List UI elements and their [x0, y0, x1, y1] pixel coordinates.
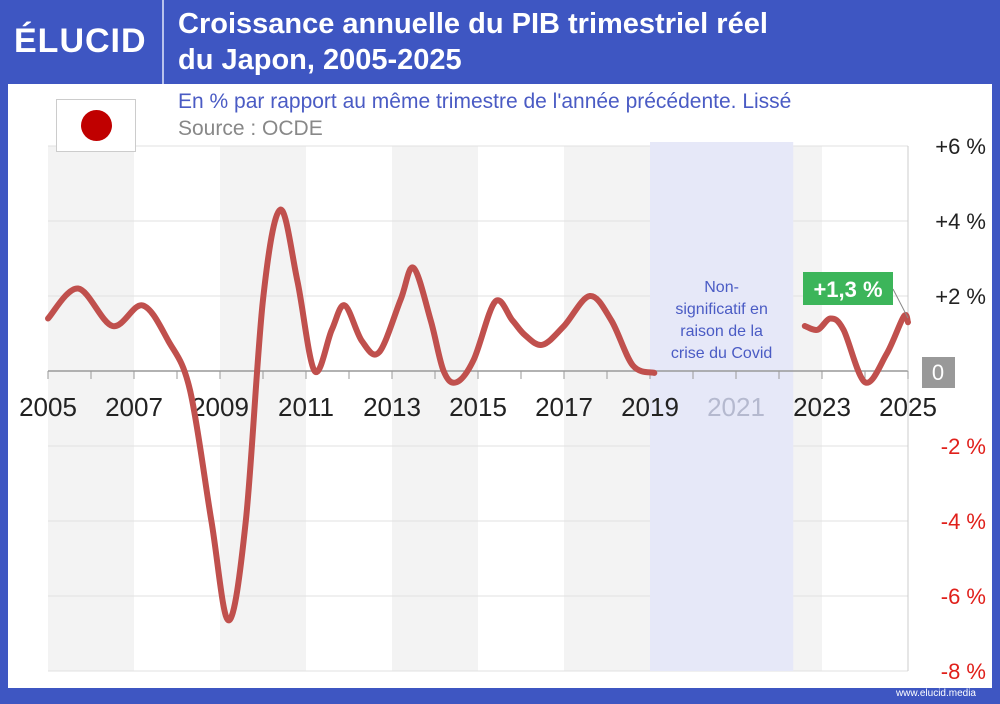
- covid-label-line: raison de la: [680, 323, 763, 340]
- y-tick-label: +6 %: [935, 134, 986, 159]
- japan-flag-icon: [56, 99, 136, 152]
- gdp-series-line: [45, 206, 658, 624]
- x-tick-label: 2005: [19, 392, 77, 422]
- y-tick-label: -4 %: [941, 509, 986, 534]
- footer-url: www.elucid.media: [895, 688, 976, 699]
- y-tick-label: +2 %: [935, 284, 986, 309]
- x-tick-label: 2013: [363, 392, 421, 422]
- title-line-2: du Japon, 2005-2025: [178, 44, 462, 76]
- zero-label-box: [922, 357, 955, 388]
- x-tick-label: 2015: [449, 392, 507, 422]
- chart-area: [8, 84, 992, 688]
- y-tick-label: 0: [932, 360, 944, 385]
- covid-label-line: crise du Covid: [671, 345, 772, 362]
- year-band: [48, 146, 134, 671]
- chart-title: Croissance annuelle du PIB trimestriel r…: [178, 6, 978, 78]
- last-value-label: +1,3 %: [813, 277, 882, 302]
- title-line-1: Croissance annuelle du PIB trimestriel r…: [178, 8, 768, 40]
- chart-subtitle: En % par rapport au même trimestre de l'…: [178, 90, 792, 113]
- x-tick-label: 2017: [535, 392, 593, 422]
- x-tick-label: 2023: [793, 392, 851, 422]
- label-leader-line: [892, 288, 909, 319]
- x-tick-label: 2025: [879, 392, 937, 422]
- y-tick-label: -6 %: [941, 584, 986, 609]
- x-tick-label: 2009: [191, 392, 249, 422]
- header-divider: [162, 0, 164, 84]
- gdp-series-line: [801, 312, 911, 386]
- x-tick-label: 2007: [105, 392, 163, 422]
- covid-band: [650, 142, 794, 671]
- elucid-logo: ÉLUCID: [14, 22, 147, 60]
- x-tick-label: 2021: [707, 392, 765, 422]
- y-tick-label: +4 %: [935, 209, 986, 234]
- x-tick-label: 2011: [278, 392, 334, 422]
- y-tick-label: -8 %: [941, 659, 986, 684]
- year-band: [564, 146, 650, 671]
- covid-label-line: significatif en: [675, 301, 768, 318]
- x-tick-label: 2019: [621, 392, 679, 422]
- year-band: [392, 146, 478, 671]
- covid-label-line: Non-: [704, 279, 739, 296]
- last-value-box: [803, 272, 893, 305]
- y-tick-label: -2 %: [941, 434, 986, 459]
- chart-source: Source : OCDE: [178, 117, 323, 140]
